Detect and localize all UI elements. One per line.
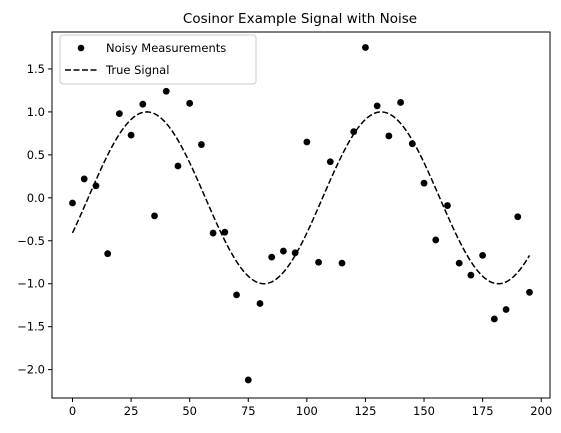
legend-label-noisy-measurements: Noisy Measurements: [106, 41, 226, 55]
x-tick-label: 175: [472, 404, 494, 418]
y-tick-label: 1.5: [27, 62, 45, 76]
scatter-point: [209, 229, 217, 237]
scatter-point: [490, 315, 498, 323]
chart-title: Cosinor Example Signal with Noise: [183, 11, 417, 27]
scatter-point: [455, 259, 463, 267]
y-tick-label: 0.5: [27, 148, 45, 162]
x-tick-label: 125: [354, 404, 376, 418]
scatter-point: [80, 175, 88, 183]
scatter-point: [92, 182, 100, 190]
scatter-point: [244, 376, 252, 384]
scatter-point: [104, 250, 112, 258]
scatter-point: [280, 247, 287, 255]
scatter-point: [350, 128, 358, 136]
scatter-point: [408, 140, 416, 148]
y-tick-label: 0.0: [27, 191, 45, 205]
scatter-point: [502, 306, 510, 313]
scatter-point: [303, 138, 311, 146]
y-tick-label: −1.5: [17, 320, 45, 334]
scatter-point: [479, 251, 487, 259]
x-tick-label: 75: [241, 404, 256, 418]
scatter-point: [198, 141, 205, 148]
scatter-point: [373, 102, 381, 110]
scatter-point: [467, 271, 475, 279]
y-axis: −2.0 −1.5 −1.0 −0.5 0.0 0.5 1.0 1.5: [17, 62, 52, 377]
scatter-point: [514, 213, 522, 221]
scatter-point: [115, 110, 123, 118]
scatter-point: [233, 291, 240, 299]
y-tick-label: −1.0: [17, 277, 45, 291]
scatter-point: [291, 249, 299, 257]
legend-label-true-signal: True Signal: [105, 63, 169, 77]
x-tick-label: 25: [124, 404, 139, 418]
scatter-point: [397, 99, 404, 106]
scatter-point: [162, 87, 170, 95]
legend: Noisy Measurements True Signal: [59, 34, 257, 85]
scatter-point: [186, 99, 194, 107]
scatter-point: [326, 158, 334, 166]
x-tick-label: 0: [69, 404, 76, 418]
plot-border: [51, 31, 551, 399]
plot-area: [51, 31, 551, 399]
true-signal-line: [71, 111, 531, 285]
scatter-point: [221, 228, 229, 236]
legend-box: [59, 34, 257, 85]
scatter-point: [420, 179, 428, 187]
scatter-point: [432, 236, 440, 244]
y-tick-label: 1.0: [27, 105, 45, 119]
scatter-point: [268, 253, 276, 261]
scatter-point: [385, 132, 393, 140]
x-tick-label: 100: [296, 404, 318, 418]
x-tick-label: 50: [182, 404, 197, 418]
scatter-point: [338, 259, 346, 267]
x-tick-label: 200: [530, 404, 552, 418]
y-tick-label: −0.5: [17, 234, 45, 248]
scatter-point: [69, 199, 76, 207]
scatter-point: [256, 300, 264, 307]
scatter-point: [151, 212, 158, 220]
scatter-point: [127, 131, 135, 139]
scatter-point: [526, 288, 533, 296]
scatter-point: [444, 202, 451, 209]
x-axis: 0 25 50 75 100 125 150 175 200: [69, 398, 552, 418]
legend-marker-scatter: [77, 44, 85, 52]
y-tick-label: −2.0: [17, 363, 45, 377]
scatter-point: [174, 162, 182, 170]
scatter-point: [139, 100, 147, 108]
scatter-point: [362, 44, 369, 51]
x-tick-label: 150: [413, 404, 435, 418]
scatter-point: [315, 258, 322, 266]
scatter-series: [69, 44, 533, 384]
